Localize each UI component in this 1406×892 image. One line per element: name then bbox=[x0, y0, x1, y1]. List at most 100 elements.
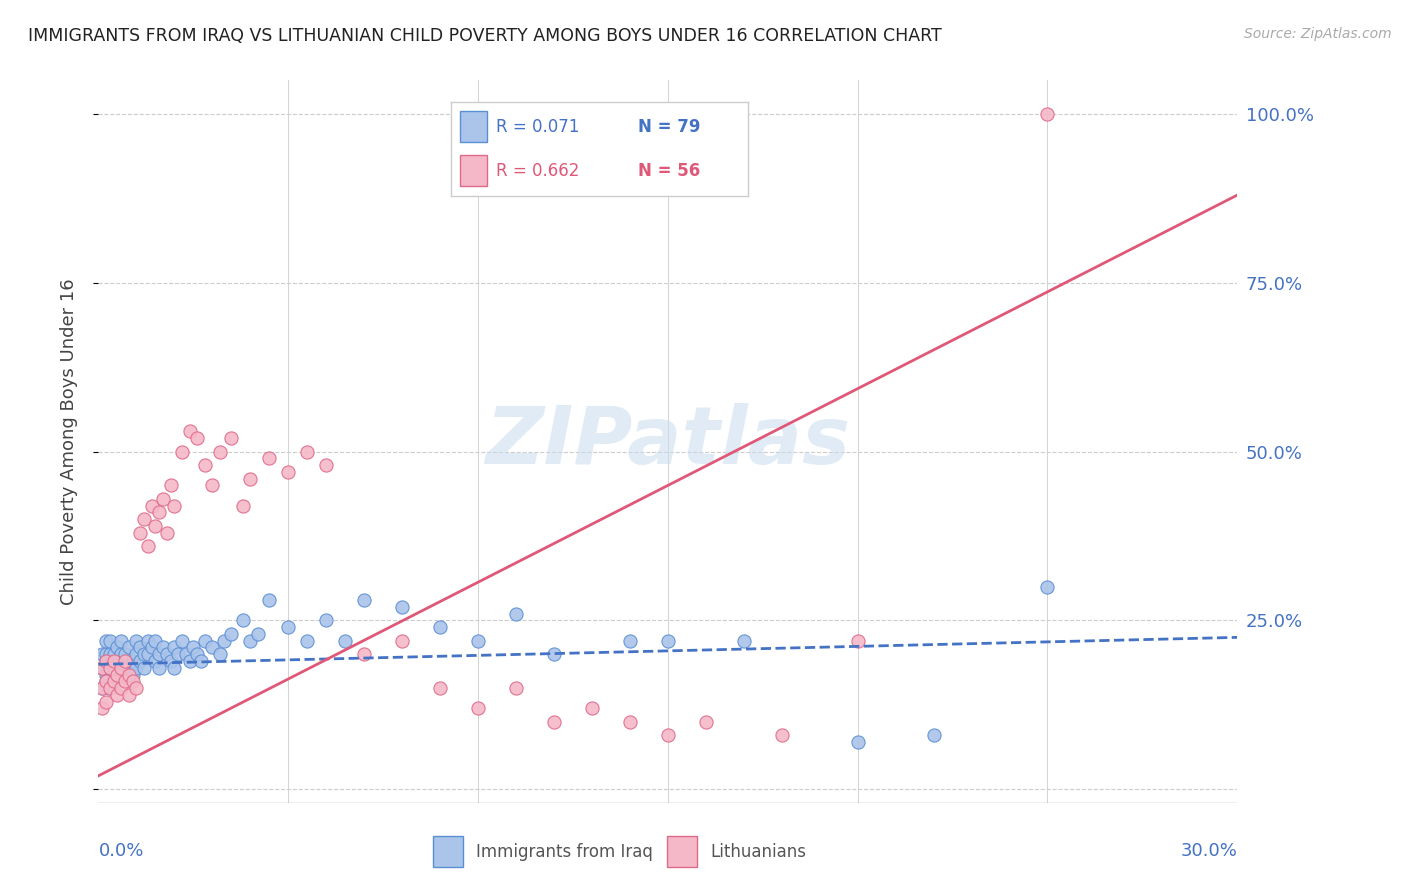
Point bbox=[132, 512, 155, 526]
Point bbox=[110, 633, 132, 648]
Point bbox=[98, 661, 121, 675]
Point bbox=[657, 633, 679, 648]
Point bbox=[179, 425, 201, 439]
Point bbox=[141, 640, 163, 655]
Point bbox=[163, 640, 186, 655]
Point bbox=[259, 451, 281, 466]
Point bbox=[297, 444, 319, 458]
Point bbox=[107, 667, 129, 681]
Point bbox=[94, 667, 117, 681]
Point bbox=[103, 674, 125, 689]
Point bbox=[297, 633, 319, 648]
Text: IMMIGRANTS FROM IRAQ VS LITHUANIAN CHILD POVERTY AMONG BOYS UNDER 16 CORRELATION: IMMIGRANTS FROM IRAQ VS LITHUANIAN CHILD… bbox=[28, 27, 942, 45]
Point bbox=[145, 633, 167, 648]
Point bbox=[107, 688, 129, 702]
Point bbox=[114, 654, 136, 668]
Point bbox=[170, 633, 193, 648]
Point bbox=[186, 647, 208, 661]
Point bbox=[733, 633, 755, 648]
Text: 0.0%: 0.0% bbox=[98, 842, 143, 860]
Point bbox=[190, 654, 212, 668]
Point bbox=[619, 633, 641, 648]
Point bbox=[315, 614, 337, 628]
Point bbox=[145, 654, 167, 668]
Point bbox=[132, 661, 155, 675]
Point bbox=[145, 519, 167, 533]
Point bbox=[429, 620, 451, 634]
Text: ZIPatlas: ZIPatlas bbox=[485, 402, 851, 481]
Point bbox=[94, 633, 117, 648]
Point bbox=[110, 647, 132, 661]
Point bbox=[121, 674, 143, 689]
Point bbox=[129, 654, 152, 668]
Point bbox=[121, 654, 143, 668]
Point bbox=[581, 701, 603, 715]
Point bbox=[194, 633, 217, 648]
Point bbox=[98, 681, 121, 695]
Point bbox=[103, 647, 125, 661]
Point bbox=[103, 661, 125, 675]
Point bbox=[132, 647, 155, 661]
Point bbox=[94, 674, 117, 689]
Point bbox=[391, 599, 413, 614]
Point bbox=[114, 667, 136, 681]
Point bbox=[141, 499, 163, 513]
Point bbox=[353, 593, 375, 607]
Point bbox=[152, 491, 174, 506]
Point bbox=[505, 607, 527, 621]
Point bbox=[922, 728, 945, 742]
Point bbox=[543, 714, 565, 729]
Point bbox=[107, 640, 129, 655]
Point bbox=[695, 714, 717, 729]
Point bbox=[98, 681, 121, 695]
Point bbox=[136, 539, 159, 553]
Point bbox=[159, 478, 181, 492]
Point bbox=[174, 647, 197, 661]
Point bbox=[107, 667, 129, 681]
Point bbox=[110, 661, 132, 675]
Point bbox=[391, 633, 413, 648]
Point bbox=[148, 505, 170, 519]
Y-axis label: Child Poverty Among Boys Under 16: Child Poverty Among Boys Under 16 bbox=[59, 278, 77, 605]
Point bbox=[94, 654, 117, 668]
Point bbox=[657, 728, 679, 742]
Point bbox=[232, 614, 254, 628]
Point bbox=[91, 681, 114, 695]
Point bbox=[259, 593, 281, 607]
Point bbox=[201, 478, 224, 492]
Point bbox=[156, 525, 179, 540]
Point bbox=[94, 647, 117, 661]
Point bbox=[98, 647, 121, 661]
Point bbox=[163, 661, 186, 675]
Point bbox=[94, 654, 117, 668]
Point bbox=[232, 499, 254, 513]
Point bbox=[183, 640, 205, 655]
Point bbox=[125, 661, 148, 675]
Point bbox=[125, 633, 148, 648]
Point bbox=[110, 661, 132, 675]
Point bbox=[156, 647, 179, 661]
Point bbox=[505, 681, 527, 695]
Point bbox=[179, 654, 201, 668]
Point bbox=[91, 701, 114, 715]
Point bbox=[114, 647, 136, 661]
Point bbox=[125, 647, 148, 661]
Point bbox=[125, 681, 148, 695]
Point bbox=[194, 458, 217, 472]
Point bbox=[770, 728, 793, 742]
Point bbox=[98, 633, 121, 648]
Text: Source: ZipAtlas.com: Source: ZipAtlas.com bbox=[1244, 27, 1392, 41]
Point bbox=[846, 633, 869, 648]
Point bbox=[167, 647, 190, 661]
Point bbox=[239, 633, 262, 648]
Point bbox=[201, 640, 224, 655]
Point bbox=[208, 444, 231, 458]
Point bbox=[277, 620, 299, 634]
Point bbox=[94, 674, 117, 689]
Point bbox=[335, 633, 357, 648]
Point bbox=[148, 661, 170, 675]
Point bbox=[114, 654, 136, 668]
Point bbox=[239, 472, 262, 486]
Point bbox=[98, 661, 121, 675]
Text: 30.0%: 30.0% bbox=[1181, 842, 1237, 860]
